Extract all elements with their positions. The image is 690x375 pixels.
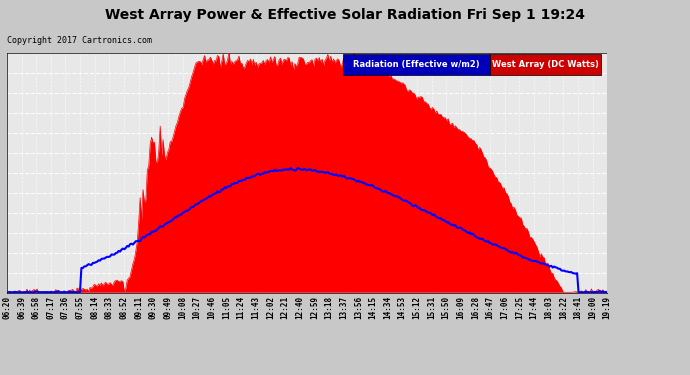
Text: 10:27: 10:27 bbox=[193, 296, 201, 320]
Text: 17:44: 17:44 bbox=[529, 296, 538, 320]
Text: 17:06: 17:06 bbox=[500, 296, 509, 320]
Text: 14:53: 14:53 bbox=[397, 296, 406, 320]
Text: 15:31: 15:31 bbox=[427, 296, 436, 320]
Text: 07:36: 07:36 bbox=[61, 296, 70, 320]
Text: West Array Power & Effective Solar Radiation Fri Sep 1 19:24: West Array Power & Effective Solar Radia… bbox=[105, 8, 585, 21]
Text: 16:47: 16:47 bbox=[486, 296, 495, 320]
Text: 18:03: 18:03 bbox=[544, 296, 553, 320]
Text: 11:05: 11:05 bbox=[222, 296, 231, 320]
Text: 15:50: 15:50 bbox=[442, 296, 451, 320]
Text: Radiation (Effective w/m2): Radiation (Effective w/m2) bbox=[353, 60, 480, 69]
Text: 19:00: 19:00 bbox=[588, 296, 597, 320]
Text: 09:30: 09:30 bbox=[149, 296, 158, 320]
Text: 06:58: 06:58 bbox=[32, 296, 41, 320]
Text: 10:46: 10:46 bbox=[208, 296, 217, 320]
Text: 07:17: 07:17 bbox=[46, 296, 55, 320]
Text: 12:21: 12:21 bbox=[281, 296, 290, 320]
Text: 16:28: 16:28 bbox=[471, 296, 480, 320]
Text: 12:02: 12:02 bbox=[266, 296, 275, 320]
Text: 16:09: 16:09 bbox=[456, 296, 465, 320]
Text: 11:43: 11:43 bbox=[251, 296, 260, 320]
Text: 08:52: 08:52 bbox=[119, 296, 128, 320]
Text: 08:33: 08:33 bbox=[105, 296, 114, 320]
Text: 13:18: 13:18 bbox=[324, 296, 333, 320]
Text: 09:49: 09:49 bbox=[164, 296, 172, 320]
Text: 18:41: 18:41 bbox=[573, 296, 582, 320]
Text: 09:11: 09:11 bbox=[134, 296, 143, 320]
Text: 10:08: 10:08 bbox=[178, 296, 187, 320]
Text: 14:34: 14:34 bbox=[383, 296, 392, 320]
Text: 14:15: 14:15 bbox=[368, 296, 377, 320]
Text: 12:40: 12:40 bbox=[295, 296, 304, 320]
Text: West Array (DC Watts): West Array (DC Watts) bbox=[492, 60, 599, 69]
Text: 17:25: 17:25 bbox=[515, 296, 524, 320]
Text: 08:14: 08:14 bbox=[90, 296, 99, 320]
Text: Copyright 2017 Cartronics.com: Copyright 2017 Cartronics.com bbox=[7, 36, 152, 45]
Text: 19:19: 19:19 bbox=[602, 296, 612, 320]
Text: 15:12: 15:12 bbox=[413, 296, 422, 320]
Text: 18:22: 18:22 bbox=[559, 296, 568, 320]
Text: 13:37: 13:37 bbox=[339, 296, 348, 320]
Text: 12:59: 12:59 bbox=[310, 296, 319, 320]
Text: 13:56: 13:56 bbox=[354, 296, 363, 320]
Text: 06:20: 06:20 bbox=[2, 296, 12, 320]
Text: 06:39: 06:39 bbox=[17, 296, 26, 320]
Text: 11:24: 11:24 bbox=[237, 296, 246, 320]
Text: 07:55: 07:55 bbox=[76, 296, 85, 320]
